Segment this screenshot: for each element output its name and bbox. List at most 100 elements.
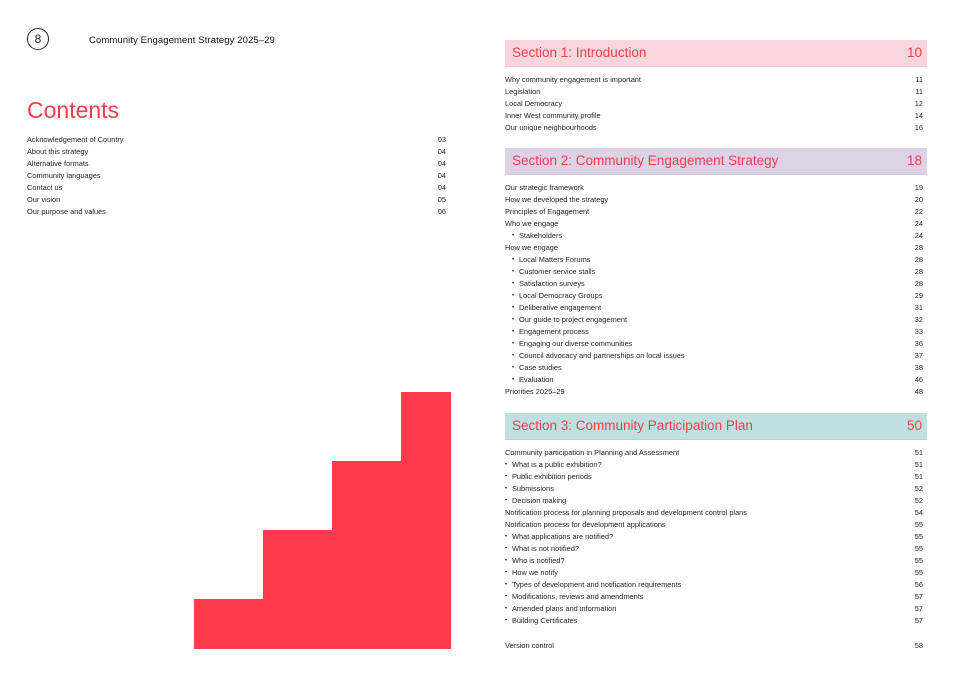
toc-entry-page: 55 [914,532,923,541]
toc-entry-label: Deliberative engagement [512,302,601,314]
toc-entry-page: 28 [914,255,923,264]
toc-entry-page: 28 [914,243,923,252]
toc-entry[interactable]: Public exhibition periods 51 [505,471,923,483]
toc-entry[interactable]: Community participation in Planning and … [505,447,923,459]
toc-entry[interactable]: How we engage 28 [505,242,923,254]
toc-entry[interactable]: Council advocacy and partnerships on loc… [505,350,923,362]
toc-entry-label: How we notify [505,567,558,579]
toc-entry[interactable]: Satisfaction surveys 28 [505,278,923,290]
toc-entry-page: 14 [914,111,923,120]
toc-entry-page: 19 [914,183,923,192]
toc-entry-page: 46 [914,375,923,384]
toc-entry[interactable]: Deliberative engagement 31 [505,302,923,314]
toc-entry[interactable]: Community languages 04 [27,170,446,182]
toc-entry-label: Our guide to project engagement [512,314,627,326]
toc-entry[interactable]: Our guide to project engagement 32 [505,314,923,326]
toc-entry[interactable]: Amended plans and information 57 [505,603,923,615]
toc-entry[interactable]: Why community engagement is important 11 [505,74,923,86]
toc-entry-label: Principles of Engagement [505,207,590,216]
toc-entry[interactable]: How we notify 55 [505,567,923,579]
toc-entry[interactable]: Who we engage 24 [505,218,923,230]
toc-entry-page: 55 [914,568,923,577]
toc-entry[interactable]: How we developed the strategy 20 [505,194,923,206]
toc-entry-label: Our purpose and values [27,207,106,216]
toc-entry[interactable]: Our vision 05 [27,194,446,206]
section-1-header[interactable]: Section 1: Introduction 10 [505,40,927,67]
toc-entry-page: 57 [914,616,923,625]
toc-entry-page: 38 [914,363,923,372]
toc-entry[interactable]: Priorities 2025–29 48 [505,386,923,398]
toc-entry[interactable]: Legislation 11 [505,86,923,98]
toc-entry-label: Community participation in Planning and … [505,448,680,457]
toc-entry-label: Satisfaction surveys [512,278,585,290]
toc-entry-label: Case studies [512,362,562,374]
toc-entry-page: 22 [914,207,923,216]
toc-entry-label: What is a public exhibition? [505,459,602,471]
toc-entry-label: Alternative formats [27,159,89,168]
toc-entry[interactable]: Our purpose and values 06 [27,206,446,218]
toc-entry[interactable]: Acknowledgement of Country 03 [27,134,446,146]
section-3-header[interactable]: Section 3: Community Participation Plan … [505,413,927,440]
toc-entry-label: Legislation [505,87,541,96]
toc-entry-page: 57 [914,592,923,601]
toc-entry-label: Customer service stalls [512,266,595,278]
toc-entry[interactable]: Notification process for planning propos… [505,507,923,519]
toc-entry[interactable]: Case studies 38 [505,362,923,374]
toc-entry-page: 55 [914,544,923,553]
toc-entry[interactable]: Evaluation 46 [505,374,923,386]
toc-entry-label: Local Democracy Groups [512,290,602,302]
toc-entry[interactable]: What is a public exhibition? 51 [505,459,923,471]
toc-entry-label: Community languages [27,171,101,180]
toc-entry-page: 24 [914,219,923,228]
toc-entry[interactable]: Customer service stalls 28 [505,266,923,278]
section-title: Section 1: Introduction [512,45,647,60]
toc-entry-label: Our vision [27,195,61,204]
toc-entry-label: Engaging our diverse communities [512,338,632,350]
toc-entry-label: Notification process for planning propos… [505,508,747,517]
toc-entry-label: Acknowledgement of Country [27,135,124,144]
toc-entry-label: What is not notified? [505,543,579,555]
toc-entry[interactable]: What applications are notified? 55 [505,531,923,543]
toc-entry-label: Engagement process [512,326,589,338]
toc-entry[interactable]: Building Certificates 57 [505,615,923,627]
toc-entry-page: 32 [914,315,923,324]
toc-entry[interactable]: Local Democracy 12 [505,98,923,110]
toc-entry-label: Types of development and notification re… [505,579,681,591]
toc-entry[interactable]: Decision making 52 [505,495,923,507]
toc-entry[interactable]: Version control 58 [505,640,923,652]
section-page: 18 [906,153,922,168]
toc-entry[interactable]: Local Matters Forums 28 [505,254,923,266]
toc-entry-page: 29 [914,291,923,300]
toc-entry[interactable]: Notification process for development app… [505,519,923,531]
toc-entry-label: Local Matters Forums [512,254,591,266]
toc-entry[interactable]: Inner West community profile 14 [505,110,923,122]
toc-entry-page: 52 [914,484,923,493]
contents-heading: Contents [27,97,120,123]
toc-entry-page: 24 [914,231,923,240]
toc-entry-page: 58 [914,641,923,650]
toc-entry[interactable]: Our unique neighbourhoods 16 [505,122,923,134]
stairs-graphic [194,392,451,649]
toc-entry[interactable]: Principles of Engagement 22 [505,206,923,218]
toc-entry[interactable]: Stakeholders 24 [505,230,923,242]
toc-entry-page: 06 [437,207,446,216]
section-2-header[interactable]: Section 2: Community Engagement Strategy… [505,148,927,175]
toc-entry[interactable]: Modifications, reviews and amendments 57 [505,591,923,603]
toc-entry-page: 20 [914,195,923,204]
toc-entry-label: Decision making [505,495,566,507]
toc-entry-page: 11 [915,87,923,96]
toc-entry[interactable]: Engaging our diverse communities 36 [505,338,923,350]
toc-entry[interactable]: Submissions 52 [505,483,923,495]
toc-entry-page: 12 [914,99,923,108]
toc-entry-page: 03 [437,135,446,144]
toc-entry-label: Our unique neighbourhoods [505,123,597,132]
toc-entry[interactable]: Our strategic framework 19 [505,182,923,194]
toc-entry[interactable]: Alternative formats 04 [27,158,446,170]
toc-entry[interactable]: What is not notified? 55 [505,543,923,555]
toc-entry[interactable]: Types of development and notification re… [505,579,923,591]
toc-entry[interactable]: Local Democracy Groups 29 [505,290,923,302]
toc-entry[interactable]: About this strategy 04 [27,146,446,158]
toc-entry[interactable]: Who is notified? 55 [505,555,923,567]
toc-entry[interactable]: Engagement process 33 [505,326,923,338]
toc-entry[interactable]: Contact us 04 [27,182,446,194]
